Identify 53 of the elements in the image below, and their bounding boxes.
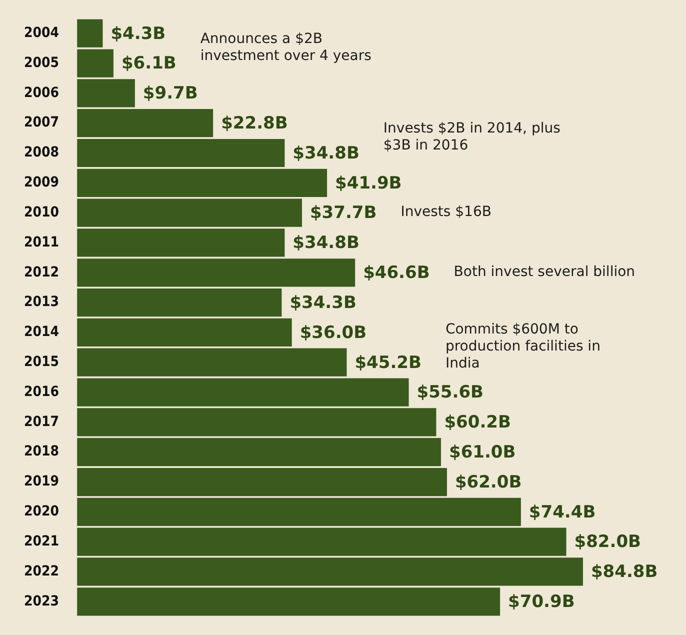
y-tick-label: 2023 bbox=[24, 593, 60, 610]
data-label: $82.0B bbox=[574, 532, 642, 552]
y-tick-label: 2010 bbox=[24, 204, 60, 220]
y-tick-label: 2013 bbox=[24, 294, 60, 310]
bar bbox=[77, 498, 521, 526]
annotation: Announces a $2B investment over 4 years bbox=[200, 30, 372, 64]
y-tick-label: 2012 bbox=[24, 264, 60, 280]
y-tick-label: 2007 bbox=[24, 114, 60, 131]
bar bbox=[77, 109, 214, 138]
bar bbox=[77, 318, 292, 347]
y-tick-label: 2004 bbox=[24, 24, 60, 41]
y-tick-label: 2008 bbox=[24, 144, 60, 161]
y-tick-label: 2021 bbox=[24, 533, 60, 550]
data-label: $34.8B bbox=[292, 233, 360, 254]
data-label: $62.0B bbox=[454, 472, 522, 492]
y-tick-label: 2016 bbox=[24, 384, 60, 400]
data-label: $34.8B bbox=[292, 143, 360, 164]
data-label: $41.9B bbox=[335, 173, 402, 194]
bar bbox=[77, 138, 285, 168]
data-label: $37.7B bbox=[310, 203, 377, 224]
y-tick-label: 2015 bbox=[24, 354, 60, 370]
data-label: $74.4B bbox=[528, 502, 596, 522]
y-tick-label: 2006 bbox=[24, 84, 60, 101]
data-label: $22.8B bbox=[221, 114, 288, 134]
y-tick-label: 2018 bbox=[24, 444, 60, 460]
data-label: $36.0B bbox=[300, 322, 367, 343]
bar bbox=[77, 438, 441, 466]
data-label: $45.2B bbox=[354, 352, 422, 373]
y-tick-label: 2014 bbox=[24, 324, 60, 340]
data-label: $55.6B bbox=[416, 382, 484, 403]
y-tick-label: 2022 bbox=[24, 563, 60, 580]
data-label: $84.8B bbox=[590, 562, 658, 582]
bar bbox=[77, 288, 282, 317]
data-label: $61.0B bbox=[448, 442, 516, 463]
bar bbox=[77, 468, 447, 496]
annotation: Both invest several billion bbox=[454, 264, 636, 280]
data-label: $9.7B bbox=[142, 84, 198, 104]
annotation: Commits $600M to production facilities in India bbox=[445, 322, 600, 372]
data-label: $70.9B bbox=[508, 592, 575, 612]
annotation: Invests $16B bbox=[400, 204, 492, 220]
y-tick-label: 2020 bbox=[24, 504, 60, 520]
data-label: $6.1B bbox=[121, 54, 176, 74]
y-tick-label: 2005 bbox=[24, 54, 60, 71]
data-label: $4.3B bbox=[110, 24, 166, 44]
y-tick-label: 2011 bbox=[24, 234, 60, 250]
data-label: $34.3B bbox=[290, 292, 356, 313]
y-tick-label: 2017 bbox=[24, 414, 60, 430]
annotation: Invests $2B in 2014, plus $3B in 2016 bbox=[383, 120, 560, 154]
data-label: $60.2B bbox=[444, 412, 511, 433]
data-label: $46.6B bbox=[363, 263, 430, 284]
y-tick-label: 2019 bbox=[24, 474, 60, 490]
y-tick-label: 2009 bbox=[24, 174, 60, 191]
bar bbox=[77, 168, 328, 197]
